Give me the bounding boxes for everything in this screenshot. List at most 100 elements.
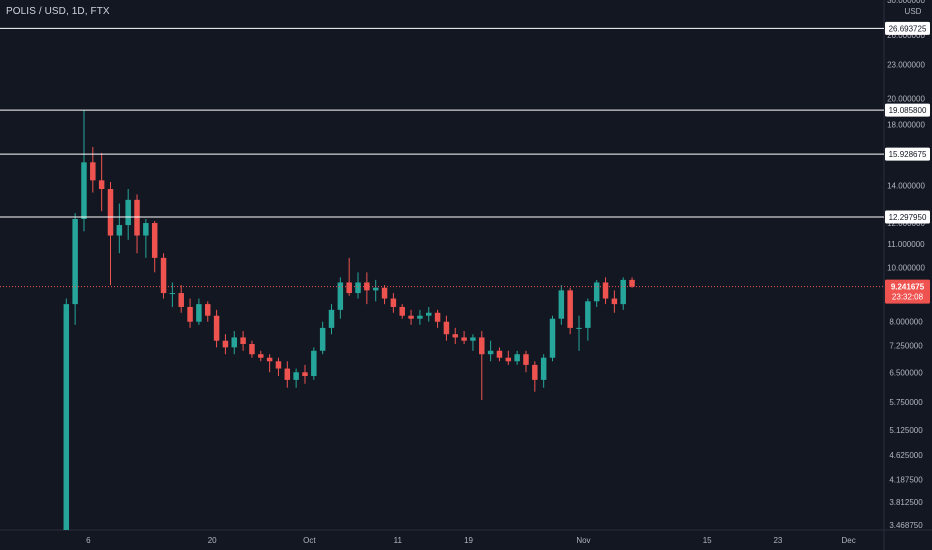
- candle: [496, 347, 503, 362]
- candle: [196, 298, 202, 325]
- candle: [266, 354, 273, 373]
- candle: [372, 279, 379, 302]
- candle: [231, 331, 238, 355]
- candle: [540, 354, 547, 388]
- time-tick-label: Dec: [842, 536, 856, 545]
- price-tick-label: 8.000000: [889, 318, 923, 327]
- horizontal-line-label: 26.693725: [889, 24, 927, 33]
- candle: [302, 364, 308, 384]
- candle-body: [196, 304, 202, 322]
- candle-body: [240, 337, 246, 345]
- candle: [443, 315, 450, 341]
- candle: [249, 340, 255, 358]
- candle-body: [593, 282, 600, 302]
- price-tick-label: 14.000000: [887, 182, 925, 191]
- horizontal-line-badge: [885, 21, 930, 35]
- time-tick-label: Oct: [303, 536, 316, 545]
- candle-body: [390, 298, 397, 307]
- candle-body: [399, 306, 405, 316]
- candle-body: [629, 279, 635, 287]
- candle-body: [505, 357, 512, 362]
- candle: [134, 194, 140, 254]
- candle-body: [72, 219, 78, 305]
- price-tick-label: 7.250000: [889, 342, 923, 351]
- time-axis-ticks: 6 20 Oct 11 19 Nov 15 23 Dec: [86, 536, 856, 545]
- candle: [487, 340, 494, 362]
- time-tick-label: 20: [208, 536, 217, 545]
- candle: [567, 287, 573, 335]
- horizontal-line-badge: [885, 103, 930, 117]
- last-price-badge: [885, 279, 930, 304]
- candle: [125, 189, 131, 240]
- candle-body: [116, 225, 123, 236]
- candle-body: [425, 312, 432, 316]
- candle-body: [496, 350, 503, 358]
- horizontal-line-badge: [885, 147, 930, 161]
- candle: [532, 361, 538, 392]
- candle-body: [266, 357, 273, 362]
- candle-body: [558, 290, 565, 319]
- candle: [169, 282, 176, 307]
- candle: [558, 285, 565, 325]
- price-tick-label: 11.000000: [887, 240, 925, 249]
- candle-body: [479, 337, 485, 355]
- horizontal-levels[interactable]: 26.693725 19.085800 15.928675 12.297950: [0, 21, 930, 224]
- candle-body: [452, 334, 459, 338]
- price-tick-label: 4.187500: [889, 475, 923, 484]
- horizontal-line-label: 15.928675: [889, 150, 927, 159]
- candle: [143, 219, 149, 258]
- candle: [319, 321, 326, 355]
- candle: [337, 277, 344, 319]
- candle: [593, 279, 600, 307]
- horizontal-line-label: 12.297950: [889, 213, 927, 222]
- candle-body: [134, 199, 140, 236]
- candle-body: [549, 318, 556, 358]
- candle: [311, 347, 317, 380]
- price-tick-label: 30.000000: [887, 0, 925, 5]
- candle: [204, 301, 211, 322]
- price-tick-label: 5.750000: [889, 398, 923, 407]
- time-tick-label: 6: [86, 536, 91, 545]
- price-tick-label: 5.125000: [889, 426, 923, 435]
- candle-body: [434, 312, 441, 322]
- candle-body: [311, 350, 317, 377]
- last-price-label: 9.241675: [891, 283, 925, 292]
- candle: [293, 368, 299, 388]
- price-axis-panel[interactable]: [884, 0, 932, 550]
- candle: [611, 290, 618, 313]
- candle: [549, 315, 556, 362]
- horizontal-line-badge: [885, 210, 930, 224]
- candle-body: [258, 354, 264, 358]
- candle-body: [576, 327, 582, 329]
- candle: [178, 285, 184, 313]
- time-tick-label: 15: [703, 536, 712, 545]
- candle-body: [461, 337, 467, 341]
- candle-body: [355, 282, 361, 294]
- candle-body: [63, 304, 70, 530]
- candle-body: [523, 354, 529, 365]
- candle-body: [346, 282, 352, 294]
- candle-body: [319, 327, 326, 351]
- candle-body: [90, 162, 96, 181]
- candle: [390, 293, 397, 313]
- candle: [213, 309, 220, 348]
- candlestick-series: [63, 109, 635, 530]
- candle-body: [470, 337, 476, 341]
- candle: [240, 331, 246, 351]
- candle: [629, 277, 635, 288]
- candle-body: [540, 357, 547, 380]
- price-tick-label: 4.625000: [889, 451, 923, 460]
- candle-body: [532, 364, 538, 380]
- candle-body: [125, 199, 131, 226]
- candle-body: [417, 315, 423, 319]
- candle-body: [231, 337, 238, 348]
- candle-body: [204, 304, 211, 316]
- candle-body: [143, 223, 149, 236]
- candle-body: [372, 287, 379, 291]
- candle: [452, 327, 459, 345]
- candle: [328, 304, 335, 335]
- candle: [346, 257, 352, 296]
- price-tick-label: 23.000000: [887, 61, 925, 70]
